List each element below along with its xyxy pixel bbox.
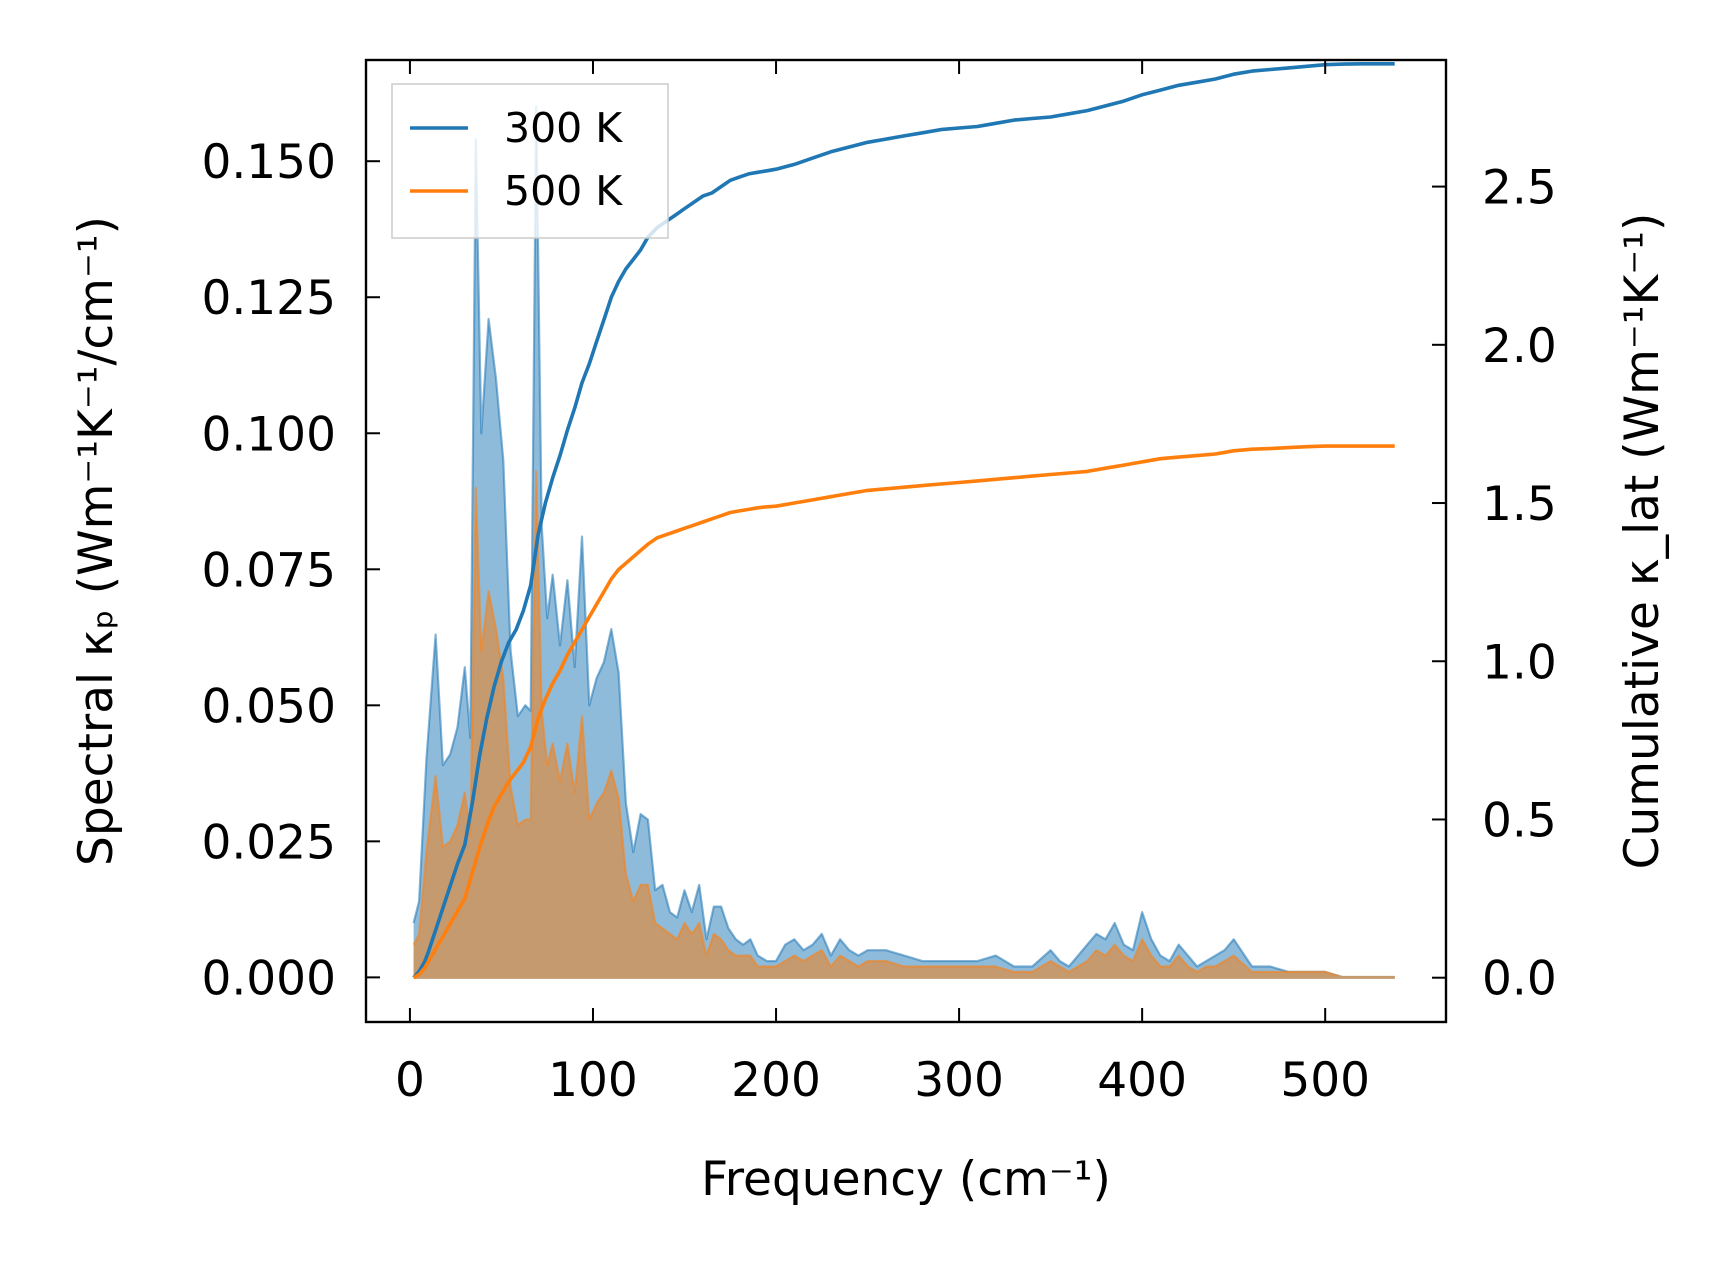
y-axis-label-right: Cumulative κ_lat (Wm⁻¹K⁻¹)	[1615, 213, 1670, 870]
tick-labels: 0 100 200 300 400 500 0.000 0.025 0.050 0.075 0.10…	[201, 135, 1556, 1108]
legend: 300 K 500 K	[391, 83, 669, 239]
plot-frame	[364, 58, 1448, 1024]
y-tick-label-left: 0.000	[201, 951, 336, 1006]
cumulative-line-300k	[412, 62, 1395, 979]
x-tick-label: 100	[548, 1053, 638, 1108]
y-tick-label-right: 0.5	[1482, 793, 1557, 848]
legend-frame	[391, 83, 669, 239]
spectral-edge-500k	[412, 470, 1395, 979]
y-tick-label-left: 0.025	[201, 815, 336, 870]
y-tick-label-right: 1.0	[1482, 635, 1557, 690]
legend-label-500k: 500 K	[504, 167, 623, 215]
y-tick-label-left: 0.075	[201, 543, 336, 598]
y-tick-label-left: 0.050	[201, 679, 336, 734]
x-tick-label: 400	[1097, 1053, 1187, 1108]
y-tick-label-left: 0.150	[201, 135, 336, 190]
y-tick-label-right: 2.0	[1482, 319, 1557, 374]
y-tick-label-right: 2.5	[1482, 161, 1557, 216]
plot-area	[412, 62, 1395, 980]
x-tick-label: 300	[914, 1053, 1004, 1108]
cumulative-line-500k	[412, 444, 1395, 980]
x-axis-label: Frequency (cm⁻¹)	[701, 1152, 1111, 1207]
spectral-fills	[412, 105, 1395, 979]
x-tick-label: 200	[731, 1053, 821, 1108]
legend-label-300k: 300 K	[504, 104, 623, 152]
y-tick-label-left: 0.100	[201, 407, 336, 462]
y-tick-label-right: 1.5	[1482, 477, 1557, 532]
spectral-fill-500k	[413, 471, 1395, 978]
data-lines	[412, 62, 1395, 980]
x-tick-label: 500	[1280, 1053, 1370, 1108]
x-tick-label: 0	[395, 1053, 425, 1108]
spectral-edge-300k	[412, 105, 1395, 979]
y-axis-label-left: Spectral κₚ (Wm⁻¹K⁻¹/cm⁻¹)	[69, 216, 124, 866]
y-tick-label-right: 0.0	[1482, 952, 1557, 1007]
y-tick-label-left: 0.125	[201, 271, 336, 326]
ticks	[366, 60, 1446, 1022]
